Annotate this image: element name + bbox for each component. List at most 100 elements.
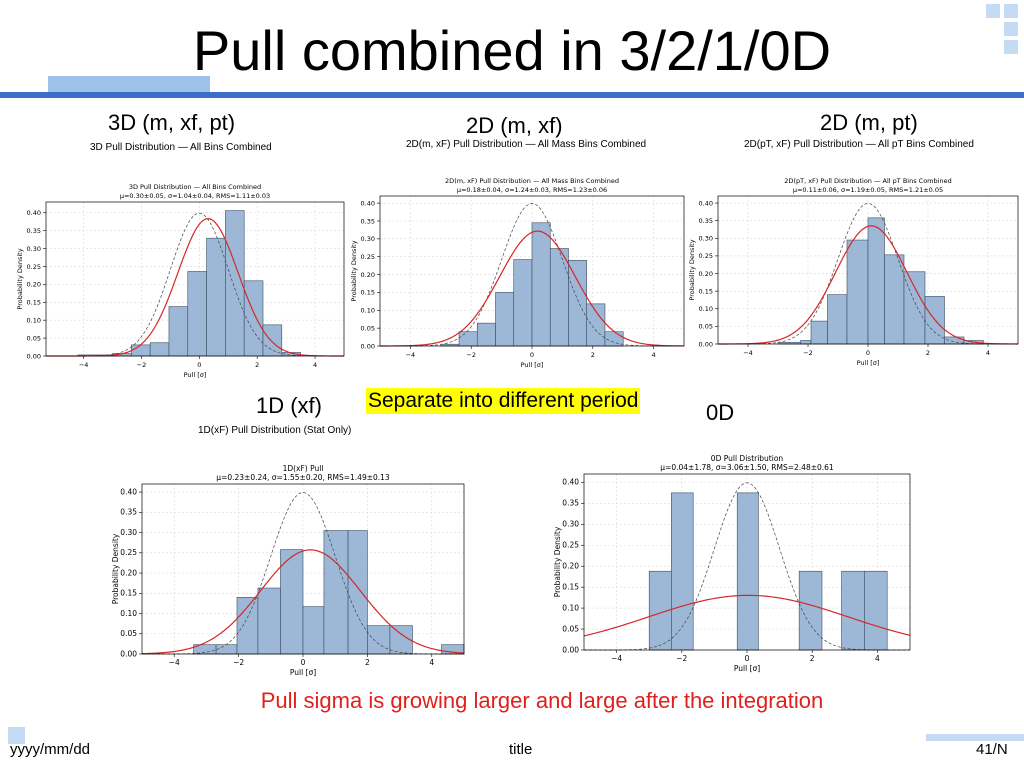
y-tick-label: 0.30 (699, 235, 713, 243)
footer-bar (926, 734, 1024, 741)
histogram-bar (864, 570, 888, 651)
title-band (0, 92, 1024, 98)
x-tick-label: 4 (652, 351, 656, 359)
suptitle-2d-mpt: 2D(pT, xF) Pull Distribution — All pT Bi… (744, 139, 974, 150)
chart-title: 2D(pT, xF) Pull Distribution — All pT Bi… (784, 177, 951, 185)
x-tick-label: 2 (810, 654, 815, 663)
histogram-bar (168, 306, 189, 357)
y-tick-label: 0.15 (361, 289, 375, 297)
histogram-bar (262, 324, 283, 357)
y-tick-label: 0.15 (562, 582, 579, 591)
gaussian-fit-curve (583, 594, 911, 637)
histogram-bar (531, 222, 551, 347)
y-tick-label: 0.35 (27, 227, 41, 235)
corner-square-3 (1004, 22, 1018, 36)
chart-stats: μ=0.18±0.04, σ=1.24±0.03, RMS=1.23±0.06 (457, 186, 607, 194)
y-tick-label: 0.35 (120, 508, 137, 517)
title-accent-bar (48, 76, 210, 92)
histogram-bar (206, 237, 226, 357)
y-axis-label: Probability Density (111, 533, 120, 604)
histogram-bar (586, 303, 606, 347)
y-tick-label: 0.00 (361, 342, 375, 350)
y-tick-label: 0.25 (699, 252, 713, 260)
y-tick-label: 0.05 (120, 629, 137, 638)
histogram-bar (236, 597, 259, 655)
period-note: Separate into different period (366, 388, 641, 414)
histogram-bar (846, 239, 869, 345)
corner-square-1 (986, 4, 1000, 18)
chart-3d-pull: 3D Pull Distribution — All Bins Combined… (16, 183, 345, 379)
chart-2d-mxf-pull: 2D(m, xF) Pull Distribution — All Mass B… (350, 177, 685, 369)
histogram-bar (187, 271, 207, 357)
y-tick-label: 0.10 (120, 609, 137, 618)
histogram-bar (347, 530, 368, 655)
y-tick-label: 0.40 (27, 209, 41, 217)
histogram-bar (568, 259, 588, 347)
y-tick-label: 0.40 (699, 199, 713, 207)
plot-frame (45, 201, 345, 357)
x-tick-label: 0 (866, 349, 870, 357)
y-tick-label: 0.00 (120, 649, 137, 658)
chart-title: 1D(xF) Pull (283, 464, 324, 473)
suptitle-1d: 1D(xF) Pull Distribution (Stat Only) (198, 425, 352, 436)
y-tick-label: 0.25 (27, 263, 41, 271)
histogram-bar (149, 342, 170, 357)
x-tick-label: 2 (926, 349, 930, 357)
label-2d-mpt: 2D (m, pt) (820, 110, 918, 135)
footer-page: 41/N (976, 741, 1008, 758)
y-tick-label: 0.30 (120, 528, 137, 537)
y-tick-label: 0.05 (27, 334, 41, 342)
chart-2d-mpt-pull: 2D(pT, xF) Pull Distribution — All pT Bi… (688, 177, 1019, 367)
y-tick-label: 0.35 (562, 499, 579, 508)
y-tick-label: 0.20 (699, 270, 713, 278)
y-tick-label: 0.40 (120, 487, 137, 496)
x-tick-label: 2 (591, 351, 595, 359)
x-tick-label: −4 (79, 361, 89, 369)
reference-normal-curve (718, 203, 1018, 345)
x-axis-label: Pull [σ] (184, 371, 207, 379)
x-tick-label: −2 (676, 654, 687, 663)
y-axis-label: Probability Density (16, 248, 24, 309)
histogram-bar (215, 644, 238, 655)
y-tick-label: 0.15 (27, 299, 41, 307)
label-3d: 3D (m, xf, pt) (108, 110, 236, 135)
conclusion-note: Pull sigma is growing larger and large a… (260, 688, 824, 713)
histogram-bar (131, 344, 151, 357)
x-tick-label: −4 (169, 658, 180, 667)
x-tick-label: 4 (986, 349, 990, 357)
chart-stats: μ=0.30±0.05, σ=1.04±0.04, RMS=1.11±0.03 (120, 192, 270, 200)
y-tick-label: 0.05 (562, 624, 579, 633)
label-0d: 0D (706, 400, 735, 425)
reference-normal-curve (584, 482, 910, 651)
chart-stats: μ=0.04±1.78, σ=3.06±1.50, RMS=2.48±0.61 (660, 463, 834, 472)
chart-title: 2D(m, xF) Pull Distribution — All Mass B… (445, 177, 619, 185)
histogram-bar (604, 331, 624, 347)
x-tick-label: −2 (137, 361, 147, 369)
x-tick-label: 0 (745, 654, 750, 663)
footer-date: yyyy/mm/dd (10, 741, 91, 758)
suptitle-2d-mxf: 2D(m, xF) Pull Distribution — All Mass B… (406, 139, 647, 150)
gaussian-fit-curve (718, 225, 1018, 345)
x-tick-label: 0 (530, 351, 534, 359)
y-tick-label: 0.25 (361, 253, 375, 261)
reference-normal-curve (46, 212, 344, 357)
histogram-bar (476, 322, 496, 347)
y-tick-label: 0.15 (120, 589, 137, 598)
histogram-bar (736, 492, 759, 651)
y-tick-label: 0.10 (27, 316, 41, 324)
x-tick-label: 2 (255, 361, 259, 369)
histogram-bar (323, 530, 349, 655)
y-tick-label: 0.30 (27, 245, 41, 253)
y-tick-label: 0.20 (361, 271, 375, 279)
reference-normal-curve (380, 203, 684, 347)
x-tick-label: 0 (197, 361, 201, 369)
x-tick-label: −2 (466, 351, 476, 359)
y-tick-label: 0.15 (699, 287, 713, 295)
y-tick-label: 0.35 (361, 217, 375, 225)
label-2d-mxf: 2D (m, xf) (466, 113, 563, 138)
y-tick-label: 0.20 (120, 568, 137, 577)
histogram-bar (458, 331, 478, 347)
y-tick-label: 0.35 (699, 217, 713, 225)
y-tick-label: 0.05 (699, 323, 713, 331)
chart-title: 3D Pull Distribution — All Bins Combined (129, 183, 261, 191)
